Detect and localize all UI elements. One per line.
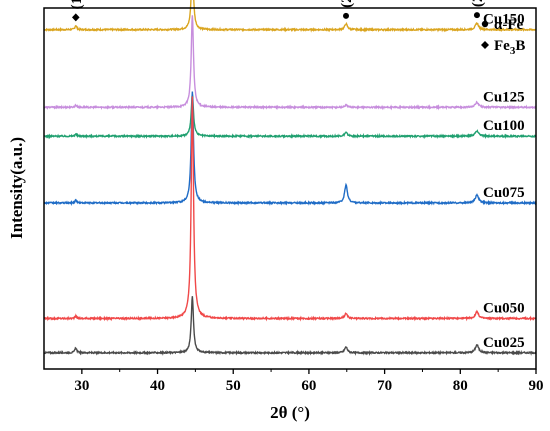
y-axis-label: Intensity(a.u.) [7,137,26,239]
x-tick-label: 60 [301,378,316,394]
x-axis-label: 2θ (°) [270,403,310,422]
peak-marker-circle [473,12,480,19]
plot-frame [43,7,537,370]
series-line-cu150 [43,0,537,33]
fe3b-legend-label: Fe3B [494,38,525,57]
x-tick-label: 30 [74,378,89,394]
peak-annotations: (111)(110)(200)(211) [69,0,486,22]
series-label-cu075: Cu075 [483,185,525,201]
series-line-cu050 [43,96,537,322]
series-line-cu075 [43,91,537,207]
x-tick-label: 40 [150,378,165,394]
legend: α-Fe Fe3B [481,17,525,57]
peak-marker-diamond [71,13,80,22]
peak-label-2: (200) [339,0,355,8]
series-label-cu150: Cu150 [483,12,525,28]
x-tick-label: 90 [529,378,544,394]
peak-marker-circle [343,12,350,19]
series-line-cu025 [43,296,537,356]
peak-label-0: (111) [69,0,85,9]
series-label-cu125: Cu125 [483,89,525,105]
series-lines [43,0,537,356]
series-label-cu050: Cu050 [483,300,525,316]
series-line-cu100 [43,94,537,140]
series-label-cu025: Cu025 [483,335,525,351]
alpha-fe-legend-label: α-Fe [494,17,524,33]
fe3b-legend-marker [481,41,489,49]
x-tick-label: 70 [377,378,392,394]
x-tick-label: 80 [453,378,468,394]
x-axis-ticks: 30 40 50 60 70 80 90 [74,369,544,394]
series-line-cu125 [43,15,537,111]
peak-label-3: (211) [470,0,486,7]
series-labels: Cu150 Cu125 Cu100 Cu075 Cu050 Cu025 [483,12,525,351]
x-tick-label: 50 [226,378,241,394]
series-label-cu100: Cu100 [483,118,525,134]
alpha-fe-legend-marker [481,20,489,28]
